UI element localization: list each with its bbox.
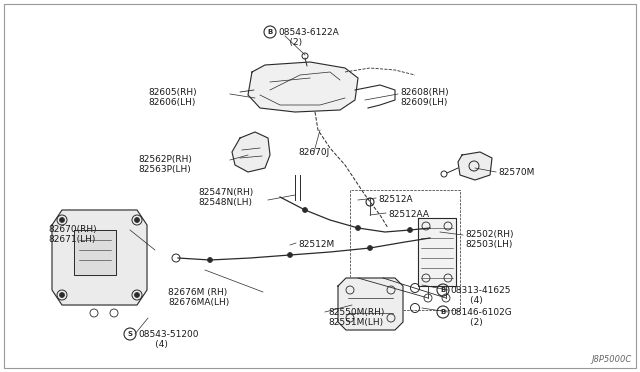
Text: 82512M: 82512M — [298, 240, 334, 249]
Text: 82676M (RH)
82676MA(LH): 82676M (RH) 82676MA(LH) — [168, 288, 229, 307]
Text: 08146-6102G
       (2): 08146-6102G (2) — [450, 308, 512, 327]
Polygon shape — [458, 152, 492, 180]
Text: 82670J: 82670J — [298, 148, 329, 157]
Circle shape — [207, 257, 212, 263]
Circle shape — [134, 292, 140, 298]
Text: 82550M(RH)
82551M(LH): 82550M(RH) 82551M(LH) — [328, 308, 385, 327]
Circle shape — [287, 253, 292, 257]
Text: 82512AA: 82512AA — [388, 210, 429, 219]
Text: 82570M: 82570M — [498, 168, 534, 177]
Text: 82502(RH)
82503(LH): 82502(RH) 82503(LH) — [465, 230, 513, 249]
Text: B: B — [268, 29, 273, 35]
Text: J8P5000C: J8P5000C — [592, 355, 632, 364]
Text: 82512A: 82512A — [378, 195, 413, 204]
Polygon shape — [232, 132, 270, 172]
Polygon shape — [52, 210, 147, 305]
Circle shape — [367, 246, 372, 250]
Polygon shape — [418, 218, 456, 286]
Circle shape — [134, 218, 140, 222]
Text: S: S — [127, 331, 132, 337]
Text: B: B — [440, 309, 445, 315]
Circle shape — [60, 218, 65, 222]
Text: 82547N(RH)
82548N(LH): 82547N(RH) 82548N(LH) — [198, 188, 253, 208]
Text: 82562P(RH)
82563P(LH): 82562P(RH) 82563P(LH) — [138, 155, 192, 174]
Text: 82605(RH)
82606(LH): 82605(RH) 82606(LH) — [148, 88, 196, 108]
Text: 82670(RH)
82671(LH): 82670(RH) 82671(LH) — [48, 225, 97, 244]
Circle shape — [408, 228, 413, 232]
Text: 82608(RH)
82609(LH): 82608(RH) 82609(LH) — [400, 88, 449, 108]
Circle shape — [60, 292, 65, 298]
Circle shape — [303, 208, 307, 212]
Polygon shape — [338, 278, 403, 330]
Text: B: B — [440, 287, 445, 293]
Text: 08543-51200
      (4): 08543-51200 (4) — [138, 330, 198, 349]
Circle shape — [355, 225, 360, 231]
Text: 08543-6122A
    (2): 08543-6122A (2) — [278, 28, 339, 47]
Polygon shape — [74, 230, 116, 275]
Text: 08313-41625
       (4): 08313-41625 (4) — [450, 286, 511, 305]
Polygon shape — [248, 62, 358, 112]
